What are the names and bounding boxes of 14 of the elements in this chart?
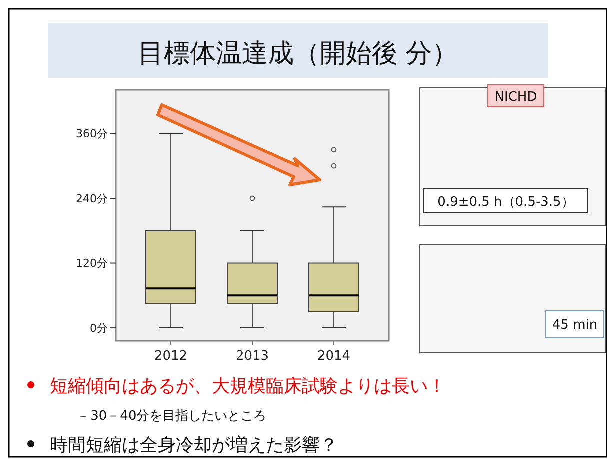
text: 45 min xyxy=(552,318,598,333)
y-tick-label: 360分 xyxy=(76,128,108,141)
chart-title: 目標体温達成（開始後 分） xyxy=(138,39,458,69)
text: 時間短縮は全身冷却が増えた影響？ xyxy=(50,435,338,456)
y-tick-label: 240分 xyxy=(76,192,108,206)
text: – 30－40分を目指したいところ xyxy=(80,409,267,424)
y-tick-label: 0分 xyxy=(90,322,108,335)
x-tick-label: 2012 xyxy=(154,349,188,364)
x-tick-label: 2014 xyxy=(317,349,351,364)
text: 短縮傾向はあるが、大規模臨床試験よりは長い！ xyxy=(50,376,446,397)
x-tick-label: 2013 xyxy=(236,349,270,364)
text: NICHD xyxy=(494,90,538,105)
text: 0.9±0.5 h（0.5-3.5） xyxy=(438,195,574,210)
y-tick-label: 120分 xyxy=(76,257,108,270)
